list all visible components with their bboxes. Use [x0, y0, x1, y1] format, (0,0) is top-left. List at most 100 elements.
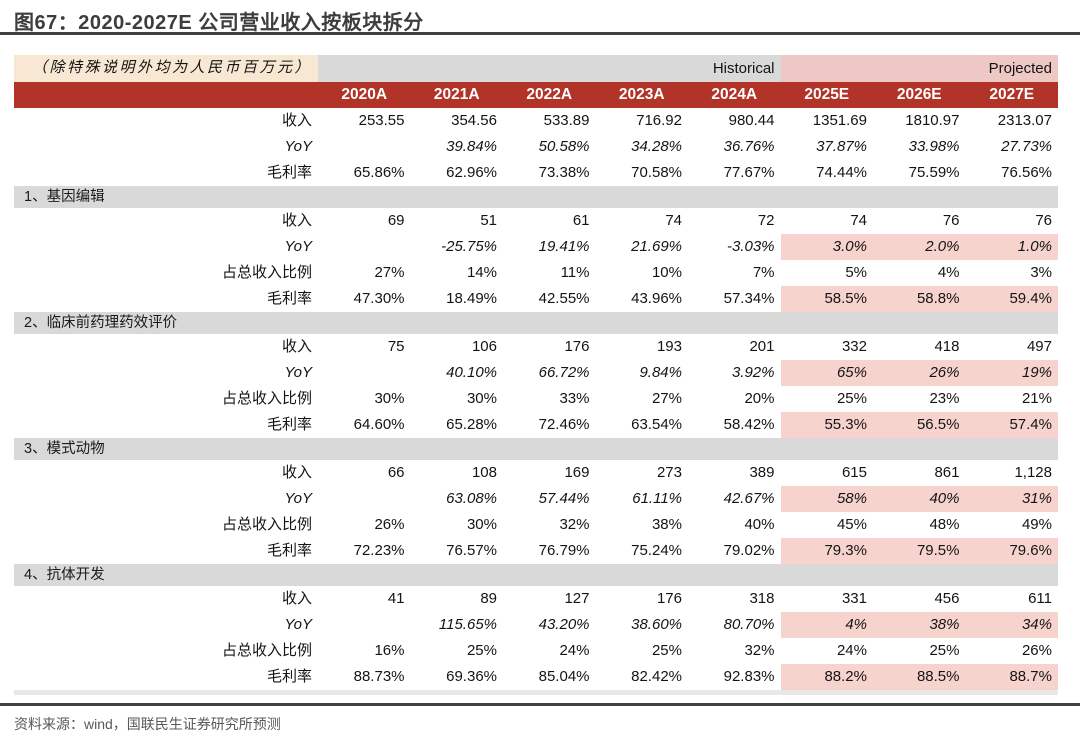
- cell-2021A: 108: [471, 464, 497, 481]
- cell-2024A: 20%: [744, 390, 775, 407]
- section-header-row: 4、抗体开发: [14, 564, 1058, 586]
- cell-2021A: 18.49%: [446, 290, 497, 307]
- table-row: 占总收入比例 16% 25% 24% 25% 32% 24% 25% 26%: [14, 638, 1058, 664]
- cell-2027E: 21%: [1021, 390, 1052, 407]
- row-label: YoY: [284, 616, 312, 633]
- cell-2024A: 77.67%: [723, 164, 775, 181]
- cell-2027E: 79.6%: [965, 538, 1058, 564]
- cell-2023A: 43.96%: [631, 290, 682, 307]
- cell-2021A: 25%: [466, 642, 497, 659]
- cell-2027E: 49%: [1021, 516, 1052, 533]
- cell-2020A: [318, 134, 411, 160]
- cell-2027E: 27.73%: [1001, 138, 1052, 155]
- cell-2025E: 88.2%: [780, 664, 873, 690]
- year-header-2025E: 2025E: [780, 82, 873, 108]
- cell-2026E: 58.8%: [873, 286, 966, 312]
- cell-2026E: 56.5%: [873, 412, 966, 438]
- section-header-row: 3、模式动物: [14, 438, 1058, 460]
- cell-2023A: 25%: [651, 642, 682, 659]
- cell-2027E: 76.56%: [1001, 164, 1052, 181]
- cell-2026E: 25%: [929, 642, 960, 659]
- cell-2026E: 40%: [873, 486, 966, 512]
- cell-2025E: 331: [841, 590, 867, 607]
- cell-2021A: -25.75%: [441, 238, 497, 255]
- row-label: YoY: [284, 364, 312, 381]
- table-row: 毛利率 65.86% 62.96% 73.38% 70.58% 77.67% 74.44% 7…: [14, 160, 1058, 186]
- revenue-breakdown-table: （除特殊说明外均为人民币百万元） Historical Projected 20…: [14, 55, 1058, 695]
- cell-2026E: 1810.97: [905, 112, 960, 129]
- cell-2023A: 176: [656, 590, 682, 607]
- cell-2026E: 23%: [929, 390, 960, 407]
- cell-2023A: 82.42%: [631, 668, 682, 685]
- cell-2024A: 92.83%: [723, 668, 775, 685]
- row-label: 毛利率: [266, 290, 312, 307]
- cell-2027E: 31%: [965, 486, 1058, 512]
- table-row: 毛利率 64.60% 65.28% 72.46% 63.54% 58.42% 55.3% 56…: [14, 412, 1058, 438]
- cell-2020A: 69: [387, 212, 405, 229]
- cell-2020A: 72.23%: [353, 542, 405, 559]
- row-label: 收入: [281, 112, 312, 129]
- cell-2024A: 36.76%: [723, 138, 775, 155]
- table-bottom-strip: [14, 690, 1058, 695]
- cell-2022A: 72.46%: [538, 416, 590, 433]
- cell-2027E: 497: [1026, 338, 1052, 355]
- cell-2027E: 3%: [1030, 264, 1052, 281]
- cell-2021A: 30%: [466, 390, 497, 407]
- table-row: 毛利率 88.73% 69.36% 85.04% 82.42% 92.83% 88.2% 88…: [14, 664, 1058, 690]
- cell-2025E: 615: [841, 464, 867, 481]
- table-row: 收入 69 51 61 74 72 74 76 76: [14, 208, 1058, 234]
- cell-2022A: 50.58%: [538, 138, 590, 155]
- group-header-row: （除特殊说明外均为人民币百万元） Historical Projected: [14, 55, 1058, 82]
- cell-2026E: 456: [934, 590, 960, 607]
- table-row: YoY 39.84% 50.58% 34.28% 36.76% 37.87% 33.98% 2…: [14, 134, 1058, 160]
- cell-2026E: 33.98%: [908, 138, 960, 155]
- cell-2022A: 24%: [559, 642, 590, 659]
- section-title: 1、基因编辑: [14, 186, 1058, 208]
- cell-2026E: 88.5%: [873, 664, 966, 690]
- cell-2026E: 76: [942, 212, 960, 229]
- cell-2025E: 58%: [780, 486, 873, 512]
- cell-2027E: 2313.07: [997, 112, 1052, 129]
- row-label: 毛利率: [266, 668, 312, 685]
- row-label: 毛利率: [266, 416, 312, 433]
- cell-2027E: 26%: [1021, 642, 1052, 659]
- cell-2021A: 106: [471, 338, 497, 355]
- row-label: 收入: [281, 464, 312, 481]
- cell-2024A: 58.42%: [723, 416, 775, 433]
- cell-2024A: 40%: [744, 516, 775, 533]
- cell-2022A: 19.41%: [538, 238, 590, 255]
- cell-2026E: 38%: [873, 612, 966, 638]
- historical-group-header: Historical: [318, 55, 781, 82]
- table-row: 收入 41 89 127 176 318 331 456 611: [14, 586, 1058, 612]
- cell-2025E: 4%: [780, 612, 873, 638]
- row-label: YoY: [284, 490, 312, 507]
- cell-2020A: [318, 234, 411, 260]
- cell-2022A: 11%: [560, 264, 590, 281]
- cell-2025E: 45%: [836, 516, 867, 533]
- cell-2026E: 26%: [873, 360, 966, 386]
- cell-2027E: 57.4%: [965, 412, 1058, 438]
- cell-2025E: 65%: [780, 360, 873, 386]
- cell-2021A: 65.28%: [446, 416, 497, 433]
- cell-2023A: 193: [656, 338, 682, 355]
- cell-2020A: 88.73%: [353, 668, 405, 685]
- cell-2022A: 533.89: [543, 112, 590, 129]
- row-label: 收入: [281, 338, 312, 355]
- cell-2027E: 76: [1035, 212, 1052, 229]
- cell-2021A: 14%: [466, 264, 497, 281]
- cell-2026E: 79.5%: [873, 538, 966, 564]
- year-header-2024A: 2024A: [688, 82, 781, 108]
- row-label: 占总收入比例: [221, 264, 312, 281]
- cell-2020A: 66: [387, 464, 405, 481]
- cell-2023A: 38%: [651, 516, 682, 533]
- cell-2022A: 85.04%: [538, 668, 590, 685]
- cell-2026E: 75.59%: [908, 164, 960, 181]
- cell-2023A: 61.11%: [632, 490, 682, 507]
- cell-2022A: 57.44%: [538, 490, 590, 507]
- cell-2024A: 980.44: [728, 112, 775, 129]
- cell-2023A: 10%: [651, 264, 682, 281]
- cell-2026E: 418: [934, 338, 960, 355]
- cell-2024A: 72: [757, 212, 775, 229]
- cell-2026E: 48%: [929, 516, 960, 533]
- year-header-2026E: 2026E: [873, 82, 966, 108]
